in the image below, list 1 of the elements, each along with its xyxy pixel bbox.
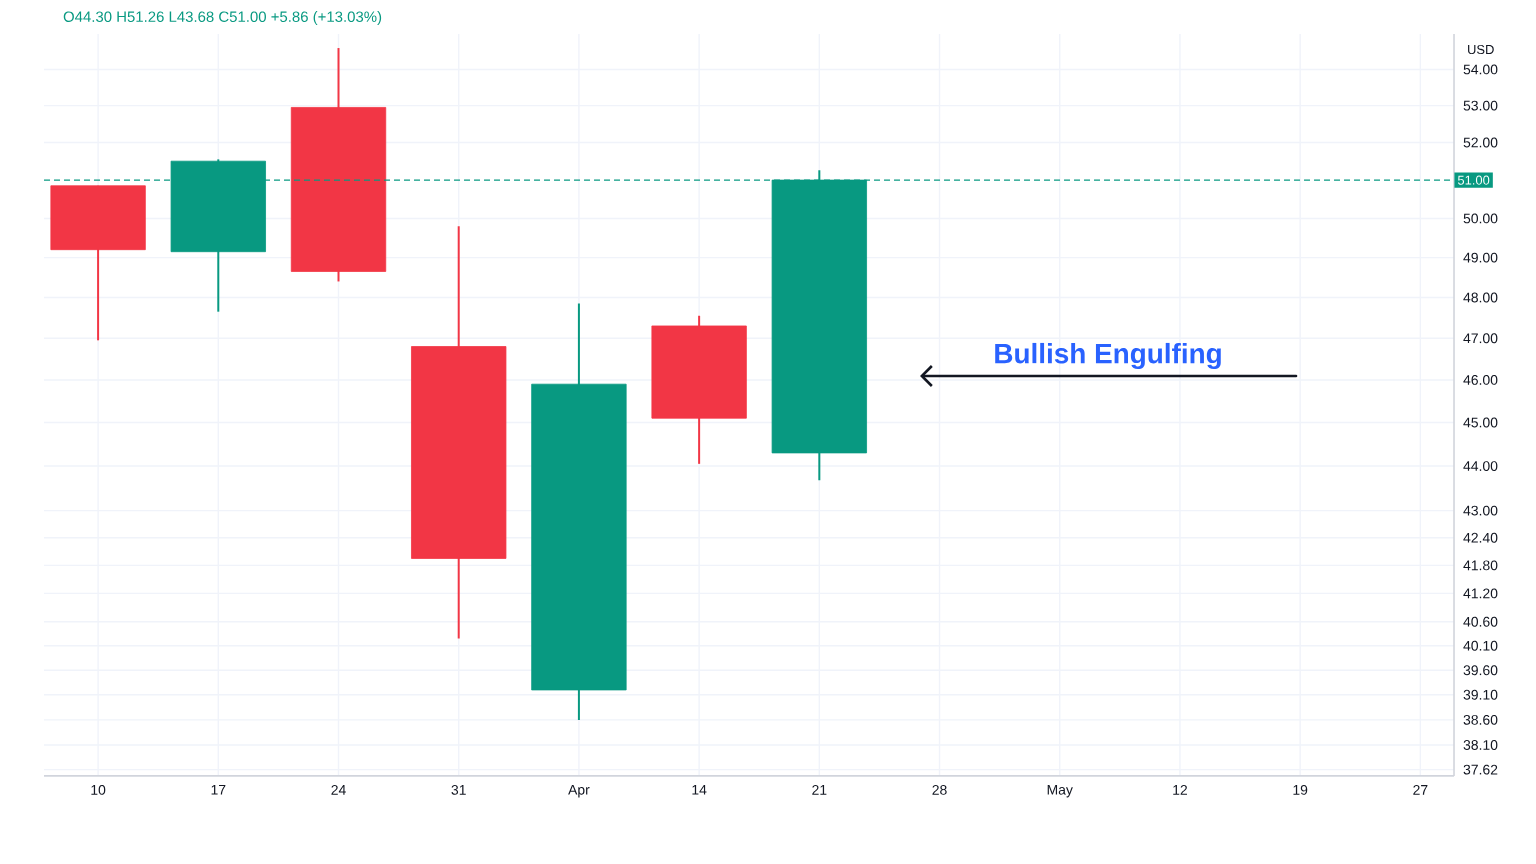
annotation: Bullish Engulfing [995,342,1221,370]
